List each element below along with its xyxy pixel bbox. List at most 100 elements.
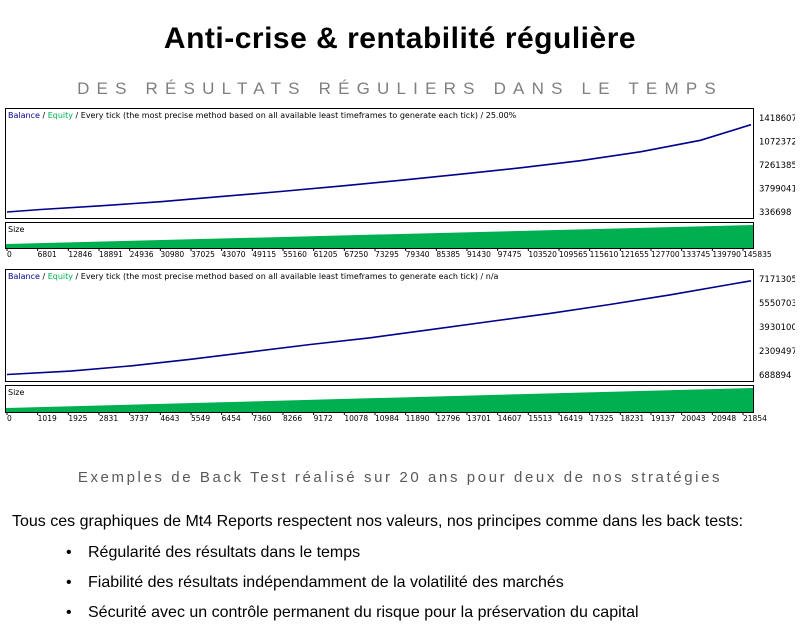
main-plot-frame: [5, 269, 754, 382]
x-tick-label: 12796: [436, 414, 460, 423]
intro-text: Tous ces graphiques de Mt4 Reports respe…: [12, 513, 744, 530]
x-tick-label: 115610: [590, 250, 619, 259]
x-tick-label: 16419: [559, 414, 583, 423]
x-tick-label: 30980: [160, 250, 184, 259]
bullet-item: • Fiabilité des résultats indépendamment …: [66, 573, 639, 603]
size-panel-label: Size: [8, 225, 25, 234]
x-tick-label: 49115: [252, 250, 276, 259]
bullet-dot: •: [66, 544, 72, 561]
x-tick-label: 19137: [651, 414, 675, 423]
y-tick-label: 14186072: [759, 114, 795, 124]
x-tick-label: 97475: [498, 250, 522, 259]
y-tick-label: 5550703: [759, 299, 795, 309]
y-tick-label: 688894: [759, 371, 791, 381]
x-tick-label: 24936: [130, 250, 154, 259]
x-tick-label: 103520: [528, 250, 557, 259]
bullet-text: Sécurité avec un contrôle permanent du r…: [88, 604, 639, 621]
legend-balance: Balance: [8, 111, 40, 120]
balance-line: [6, 280, 752, 376]
x-tick-label: 20948: [712, 414, 736, 423]
legend-sep: /: [73, 272, 81, 281]
x-tick-label: 6454: [222, 414, 241, 423]
x-tick-label: 3737: [130, 414, 149, 423]
legend-sep: /: [40, 111, 48, 120]
x-tick-label: 109565: [559, 250, 588, 259]
chart-1: Balance / Equity / Every tick (the most …: [5, 108, 795, 260]
x-tick-label: 5549: [191, 414, 210, 423]
legend-balance: Balance: [8, 272, 40, 281]
x-tick-label: 85385: [436, 250, 460, 259]
x-tick-label: 37025: [191, 250, 215, 259]
bullet-text: Régularité des résultats dans le temps: [88, 544, 361, 561]
bullet-dot: •: [66, 604, 72, 621]
x-tick-label: 67250: [344, 250, 368, 259]
x-tick-label: 61205: [314, 250, 338, 259]
chart-1-svg: Balance / Equity / Every tick (the most …: [5, 108, 795, 259]
size-area: [6, 388, 753, 412]
balance-line: [6, 123, 752, 213]
x-tick-label: 7360: [252, 414, 271, 423]
chart-2: Balance / Equity / Every tick (the most …: [5, 269, 795, 424]
legend-equity: Equity: [48, 111, 74, 120]
chart-legend: Balance / Equity / Every tick (the most …: [8, 111, 517, 120]
bullet-item: • Sécurité avec un contrôle permanent du …: [66, 603, 639, 633]
x-tick-label: 4643: [160, 414, 179, 423]
x-tick-label: 127700: [651, 250, 680, 259]
page-title: Anti-crise & rentabilité régulière: [163, 22, 637, 55]
x-tick-label: 2831: [99, 414, 118, 423]
x-tick-label: 13701: [467, 414, 491, 423]
main-plot-frame: [5, 108, 754, 219]
y-tick-label: 7171305: [759, 275, 795, 285]
x-tick-label: 133745: [682, 250, 711, 259]
x-tick-label: 17325: [590, 414, 614, 423]
x-tick-label: 1019: [38, 414, 57, 423]
size-area: [6, 225, 753, 248]
x-tick-label: 79340: [406, 250, 430, 259]
x-tick-label: 12846: [68, 250, 92, 259]
x-tick-label: 18891: [99, 250, 123, 259]
x-tick-label: 10984: [375, 414, 399, 423]
x-tick-label: 20043: [682, 414, 706, 423]
x-tick-label: 14607: [498, 414, 522, 423]
x-tick-label: 73295: [375, 250, 399, 259]
chart-2-svg: Balance / Equity / Every tick (the most …: [5, 269, 795, 423]
x-tick-label: 9172: [314, 414, 333, 423]
chart-header-suffix: 25.00%: [486, 111, 517, 120]
x-tick-label: 121655: [620, 250, 649, 259]
legend-sep: /: [478, 111, 486, 120]
x-tick-label: 21854: [743, 414, 767, 423]
y-tick-label: 3930100: [759, 323, 795, 333]
legend-sep: /: [73, 111, 81, 120]
y-tick-label: 2309497: [759, 347, 795, 357]
bullet-list: • Régularité des résultats dans le temps …: [66, 543, 639, 633]
bullet-text: Fiabilité des résultats indépendamment d…: [88, 574, 564, 591]
x-tick-label: 18231: [620, 414, 644, 423]
x-tick-label: 55160: [283, 250, 307, 259]
x-tick-label: 15513: [528, 414, 552, 423]
x-tick-label: 6801: [38, 250, 57, 259]
x-tick-label: 10078: [344, 414, 368, 423]
y-tick-label: 336698: [759, 208, 791, 218]
x-tick-label: 8266: [283, 414, 302, 423]
x-tick-label: 43070: [222, 250, 246, 259]
bullet-item: • Régularité des résultats dans le temps: [66, 543, 639, 573]
y-tick-label: 7261385: [759, 161, 795, 171]
size-panel-label: Size: [8, 388, 25, 397]
y-tick-label: 10723729: [759, 138, 795, 148]
x-tick-label: 1925: [68, 414, 87, 423]
page-subtitle: DES RÉSULTATS RÉGULIERS DANS LE TEMPS: [77, 79, 723, 98]
legend-sep: /: [40, 272, 48, 281]
chart-legend: Balance / Equity / Every tick (the most …: [8, 272, 499, 281]
x-tick-label: 11890: [406, 414, 430, 423]
legend-equity: Equity: [48, 272, 74, 281]
x-tick-label: 0: [7, 250, 12, 259]
bullet-dot: •: [66, 574, 72, 591]
x-tick-label: 139790: [712, 250, 741, 259]
chart-header-text: Every tick (the most precise method base…: [81, 272, 478, 281]
x-tick-label: 145835: [743, 250, 772, 259]
y-tick-label: 3799041: [759, 185, 795, 195]
chart-header-text: Every tick (the most precise method base…: [81, 111, 478, 120]
chart-caption: Exemples de Back Test réalisé sur 20 ans…: [77, 469, 723, 486]
legend-sep: /: [478, 272, 486, 281]
x-tick-label: 91430: [467, 250, 491, 259]
